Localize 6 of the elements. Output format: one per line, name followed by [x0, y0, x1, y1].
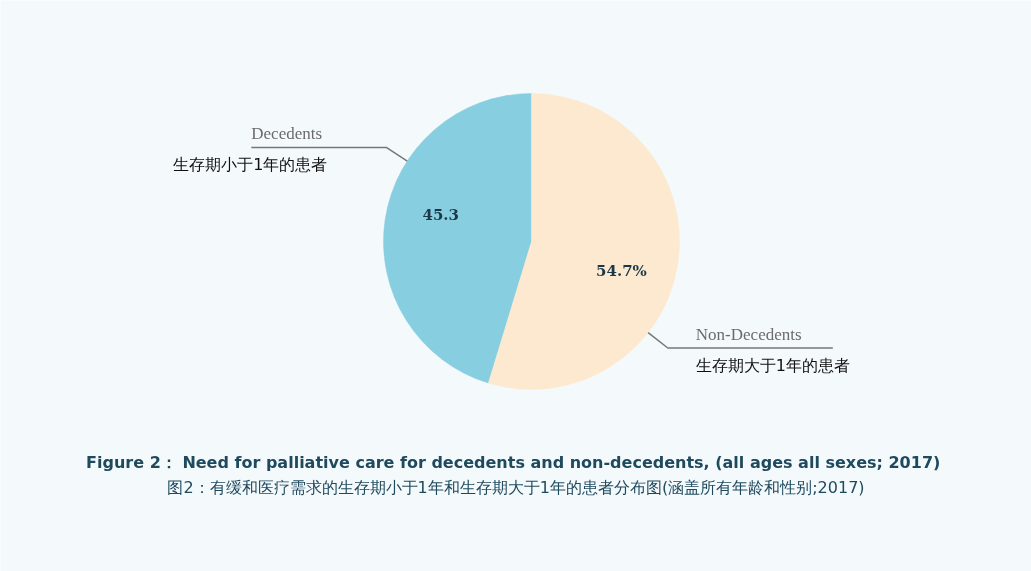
- slice-label: Non-Decedents 生存期大于1年的患者: [695, 325, 851, 375]
- text: Figure 2： Need for palliative care for decedents and non-decedents, (all ages all sexes; 2017): [86, 453, 941, 472]
- data-label: 54.7%: [596, 262, 647, 281]
- slice-label: Decedents 生存期小于1年的患者: [173, 124, 328, 175]
- text: 图2：有缓和医疗需求的生存期小于1年和生存期大于1年的患者分布图(涵盖所有年龄和性别;2017): [167, 478, 865, 497]
- data-label: 45.3: [422, 205, 460, 224]
